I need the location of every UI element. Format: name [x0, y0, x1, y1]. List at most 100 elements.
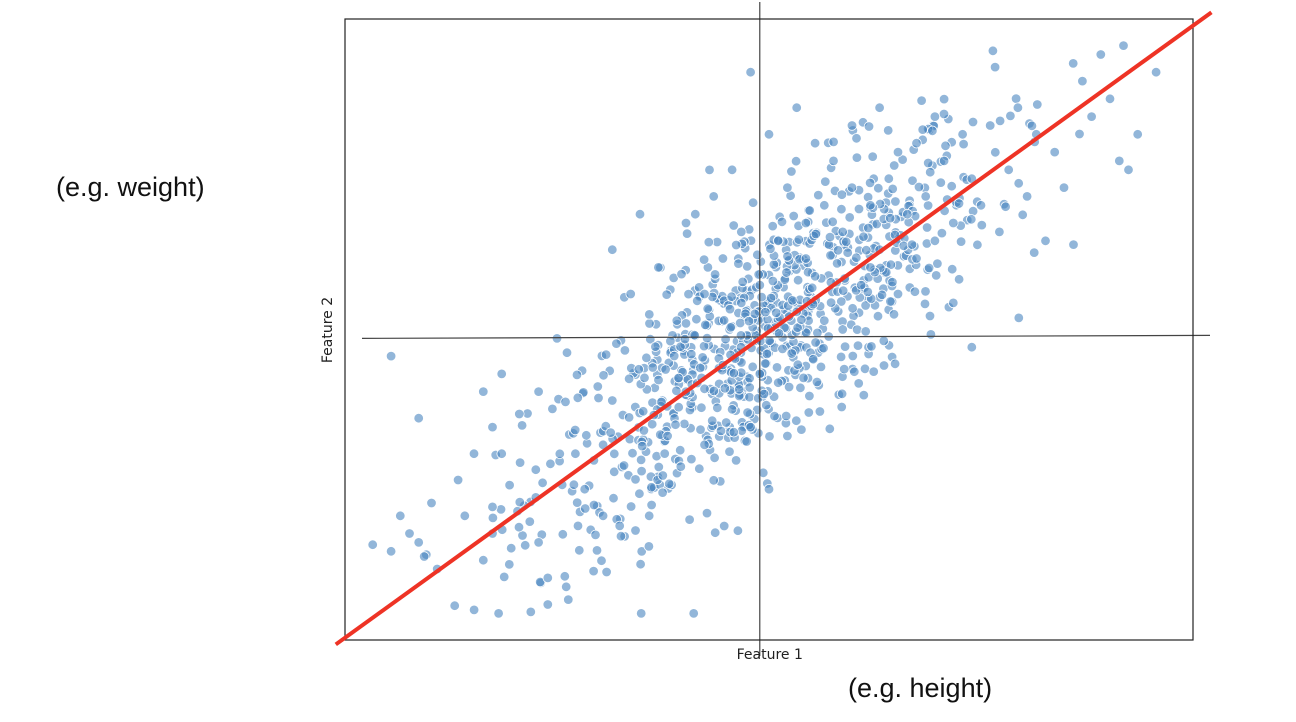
scatter-point — [782, 251, 793, 262]
scatter-point — [818, 342, 829, 354]
scatter-point — [889, 160, 900, 171]
scatter-point — [836, 401, 847, 413]
scatter-point — [878, 335, 890, 347]
scatter-point — [858, 389, 870, 401]
scatter-point — [825, 297, 837, 308]
scatter-point — [859, 363, 871, 375]
scatter-point — [736, 297, 747, 309]
scatter-point — [572, 392, 584, 404]
scatter-point — [839, 341, 851, 352]
scatter-point — [851, 152, 863, 163]
scatter-point — [607, 395, 618, 406]
scatter-point — [627, 448, 638, 459]
scatter-point — [520, 540, 531, 551]
scatter-point — [885, 296, 896, 307]
scatter-point — [923, 262, 935, 274]
scatter-point — [761, 348, 773, 360]
scatter-point — [892, 146, 904, 158]
scatter-point — [1114, 155, 1125, 167]
scatter-point — [831, 258, 843, 269]
scatter-point — [920, 286, 931, 297]
scatter-point — [537, 477, 548, 489]
scatter-point — [927, 125, 938, 137]
scatter-point — [940, 140, 951, 152]
scatter-point — [726, 164, 738, 176]
scatter-point — [686, 453, 697, 465]
scatter-point — [809, 271, 821, 282]
scatter-point — [634, 208, 646, 220]
scatter-point — [669, 350, 680, 362]
scatter-point — [786, 166, 797, 177]
scatter-point — [664, 478, 675, 490]
scatter-point — [889, 358, 901, 370]
scatter-point — [478, 555, 489, 566]
scatter-point — [852, 324, 863, 335]
scatter-point — [958, 138, 969, 150]
scatter-point — [726, 291, 737, 302]
scatter-point — [921, 222, 933, 233]
scatter-point — [839, 363, 850, 375]
scatter-point — [1013, 312, 1025, 324]
scatter-point — [957, 129, 968, 140]
scatter-point — [902, 208, 913, 220]
scatter-point — [771, 362, 783, 373]
scatter-point — [800, 253, 812, 264]
scatter-point — [743, 315, 755, 327]
scatter-point — [948, 217, 959, 229]
scatter-point — [675, 341, 686, 352]
scatter-point — [824, 423, 836, 435]
scatter-point — [600, 349, 612, 360]
scatter-point — [761, 400, 772, 411]
scatter-point — [413, 537, 424, 548]
scatter-point — [696, 402, 707, 413]
scatter-point — [885, 259, 897, 270]
scatter-point — [883, 125, 894, 136]
scatter-point — [662, 430, 673, 442]
scatter-point — [732, 525, 744, 536]
scatter-point — [478, 386, 489, 397]
scatter-point — [385, 546, 397, 557]
scatter-point — [619, 345, 631, 356]
scatter-point — [796, 424, 807, 435]
y-axis-label: Feature 2 — [320, 297, 336, 363]
scatter-point — [836, 388, 848, 400]
scatter-point — [571, 369, 583, 381]
scatter-point — [836, 189, 848, 200]
scatter-point — [860, 300, 871, 311]
scatter-point — [653, 374, 664, 386]
scatter-point — [842, 247, 853, 258]
scatter-point — [781, 267, 792, 278]
scatter-point — [925, 329, 937, 340]
scatter-point — [1150, 66, 1162, 78]
scatter-point — [935, 177, 947, 188]
scatter-point — [925, 166, 936, 178]
scatter-point — [776, 216, 788, 228]
scatter-point — [747, 197, 759, 208]
scatter-point — [837, 324, 848, 335]
scatter-point — [636, 546, 647, 557]
scatter-point — [874, 102, 885, 113]
scatter-point — [801, 327, 812, 338]
scatter-point — [967, 116, 979, 128]
scatter-point — [946, 180, 957, 192]
scatter-point — [395, 510, 406, 522]
scatter-point — [590, 529, 601, 541]
scatter-point — [452, 474, 464, 486]
scatter-point — [683, 288, 694, 300]
scatter-point — [615, 531, 627, 542]
scatter-point — [533, 537, 544, 548]
scatter-point — [836, 203, 847, 215]
scatter-point — [681, 228, 693, 239]
scatter-point — [1095, 49, 1107, 60]
scatter-point — [661, 289, 672, 300]
scatter-point — [623, 373, 635, 385]
scatter-point — [684, 514, 695, 525]
scatter-point — [1086, 111, 1097, 122]
scatter-point — [947, 264, 958, 275]
scatter-point — [929, 111, 941, 122]
scatter-point — [764, 335, 775, 347]
scatter-point — [923, 157, 934, 169]
x-axis-label: Feature 1 — [737, 647, 803, 663]
scatter-point — [1021, 191, 1033, 202]
scatter-point — [644, 309, 655, 320]
